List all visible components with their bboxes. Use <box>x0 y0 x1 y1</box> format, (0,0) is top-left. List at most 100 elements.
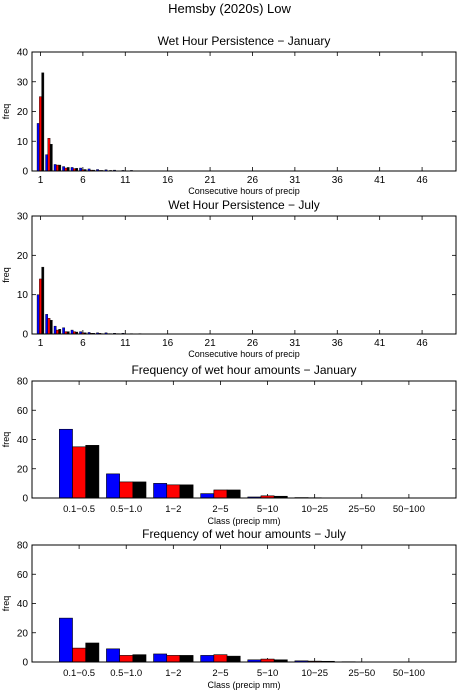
bar <box>62 327 65 335</box>
bar <box>200 655 215 663</box>
x-tick-label: 50−100 <box>393 668 425 679</box>
y-axis-label: freq <box>1 596 11 612</box>
x-tick-label: 46 <box>417 175 429 186</box>
bar <box>59 617 73 663</box>
x-tick-label: 21 <box>205 338 217 349</box>
x-tick-label: 1−2 <box>165 504 181 515</box>
x-tick-label: 41 <box>374 175 386 186</box>
x-tick-label: 6 <box>80 338 86 349</box>
y-tick-label: 80 <box>17 541 29 552</box>
x-tick-label: 31 <box>289 338 301 349</box>
x-tick-label: 2−5 <box>212 668 228 679</box>
y-axis-label: freq <box>1 104 11 120</box>
bar <box>47 318 51 335</box>
bar <box>226 489 241 499</box>
bar <box>106 648 120 663</box>
x-tick-label: 25−50 <box>348 668 375 679</box>
x-tick-label: 41 <box>374 338 386 349</box>
x-tick-label: 26 <box>247 338 259 349</box>
x-axis-label: Consecutive hours of precip <box>188 349 300 359</box>
x-tick-label: 0.5−1.0 <box>110 668 142 679</box>
bar <box>49 320 53 335</box>
x-tick-label: 16 <box>162 338 174 349</box>
bar <box>39 278 42 335</box>
x-axis-label: Class (precip mm) <box>207 516 280 526</box>
x-tick-label: 36 <box>332 338 344 349</box>
chart-title: Wet Hour Persistence − July <box>168 198 320 212</box>
bar <box>72 647 87 663</box>
bar <box>106 473 120 499</box>
x-tick-label: 46 <box>417 338 429 349</box>
bar <box>85 642 100 663</box>
chart-title: Wet Hour Persistence − January <box>158 34 331 48</box>
bar <box>45 314 49 335</box>
bar <box>226 655 241 663</box>
bar <box>58 329 62 335</box>
x-tick-label: 11 <box>120 175 131 186</box>
bar <box>36 123 40 172</box>
x-tick-label: 0.1−0.5 <box>63 504 95 515</box>
y-tick-label: 40 <box>17 599 29 610</box>
bar <box>179 484 194 499</box>
x-tick-label: 6 <box>80 175 86 186</box>
y-tick-label: 0 <box>22 167 28 178</box>
bar <box>213 489 228 499</box>
y-tick-label: 40 <box>17 435 29 446</box>
x-tick-label: 36 <box>332 175 344 186</box>
bar <box>166 655 181 663</box>
bar <box>119 655 134 663</box>
bar <box>85 445 100 499</box>
x-tick-label: 16 <box>162 175 174 186</box>
y-tick-label: 30 <box>17 77 29 88</box>
axes-frame <box>31 51 457 172</box>
y-tick-label: 20 <box>17 628 29 639</box>
x-axis-label: Class (precip mm) <box>207 680 280 690</box>
bar <box>41 72 45 172</box>
axes-frame <box>31 544 457 663</box>
y-tick-label: 10 <box>17 290 29 301</box>
y-tick-label: 30 <box>17 212 29 223</box>
x-tick-label: 0.1−0.5 <box>63 668 95 679</box>
y-tick-label: 80 <box>17 377 29 388</box>
bar <box>56 329 59 335</box>
bar <box>132 654 147 663</box>
x-tick-label: 31 <box>289 175 301 186</box>
bar <box>166 484 181 499</box>
x-tick-label: 0.5−1.0 <box>110 504 142 515</box>
figure-title: Hemsby (2020s) Low <box>168 1 291 16</box>
axes-frame <box>31 215 457 335</box>
y-tick-label: 60 <box>17 406 29 417</box>
x-axis-label: Consecutive hours of precip <box>188 186 300 196</box>
y-tick-label: 40 <box>17 48 29 59</box>
x-tick-label: 1−2 <box>165 668 181 679</box>
x-tick-label: 10−25 <box>301 504 328 515</box>
x-tick-label: 26 <box>247 175 259 186</box>
y-tick-label: 20 <box>17 464 29 475</box>
x-tick-label: 21 <box>205 175 217 186</box>
x-tick-label: 2−5 <box>212 504 228 515</box>
bar <box>59 428 73 499</box>
x-tick-label: 5−10 <box>257 668 278 679</box>
y-tick-label: 10 <box>17 137 29 148</box>
bar <box>53 164 57 172</box>
x-tick-label: 5−10 <box>257 504 278 515</box>
bar <box>49 144 53 172</box>
x-tick-label: 10−25 <box>301 668 328 679</box>
y-axis-label: freq <box>1 432 11 448</box>
x-tick-label: 1 <box>38 338 44 349</box>
y-tick-label: 0 <box>22 658 28 669</box>
bar <box>56 164 59 172</box>
bar <box>41 266 45 335</box>
y-tick-label: 60 <box>17 570 29 581</box>
bar <box>70 329 74 335</box>
bar <box>132 481 147 499</box>
bar <box>39 96 42 172</box>
x-tick-label: 50−100 <box>393 504 425 515</box>
bar <box>62 166 65 172</box>
y-tick-label: 20 <box>17 251 29 262</box>
y-tick-label: 0 <box>22 330 28 341</box>
chart-title: Frequency of wet hour amounts − January <box>131 363 356 377</box>
bar <box>153 653 168 663</box>
